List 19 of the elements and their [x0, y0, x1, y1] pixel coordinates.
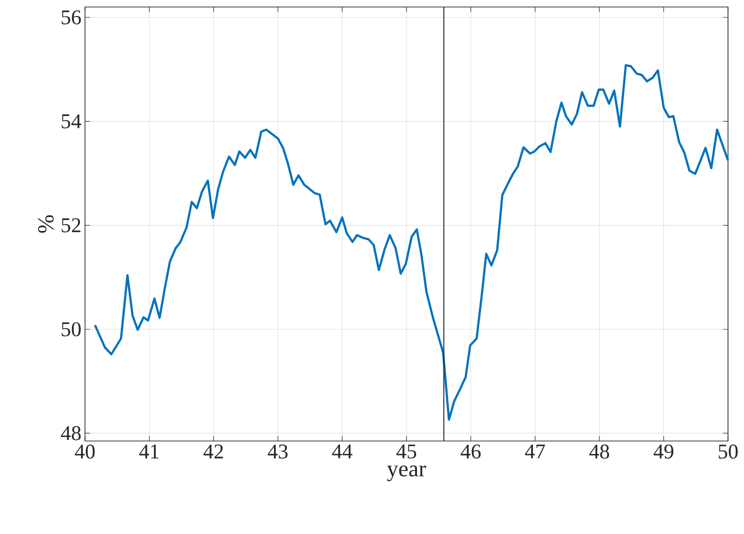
y-tick-label: 48: [60, 426, 81, 440]
x-tick-label: 42: [204, 444, 223, 458]
x-axis-title: year: [387, 465, 426, 482]
x-tick-label: 47: [525, 444, 545, 458]
x-tick-label: 49: [654, 444, 674, 459]
y-tick-label: 56: [62, 10, 81, 24]
x-tick-label: 43: [268, 444, 288, 459]
x-tick-label: 46: [460, 444, 481, 459]
line-series: [94, 64, 730, 421]
x-tick-label: 50: [718, 444, 738, 459]
y-tick-label: 50: [62, 322, 81, 336]
x-tick-label: 44: [332, 444, 352, 458]
y-tick-label: 52: [62, 218, 80, 232]
x-tick-label: 41: [139, 444, 159, 458]
y-axis-title: %: [38, 215, 54, 233]
x-tick-label: 48: [589, 444, 610, 459]
x-tick-label: 45: [396, 444, 416, 458]
x-tick-label: 40: [74, 444, 95, 459]
y-tick-label: 54: [62, 114, 82, 128]
